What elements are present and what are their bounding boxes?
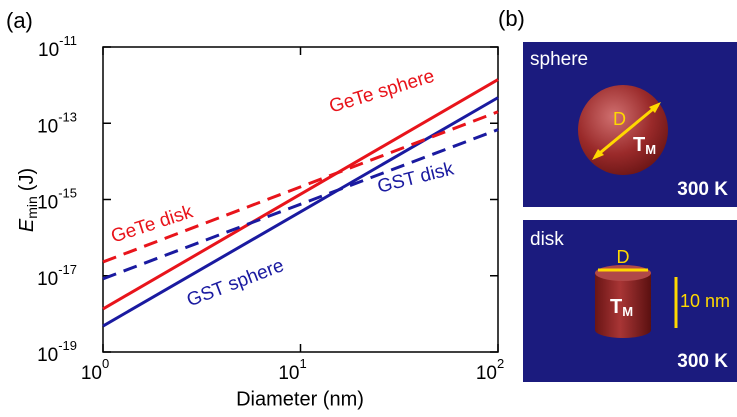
y-tick-base: 10 xyxy=(37,345,58,366)
y-tick-exponent: -19 xyxy=(58,338,77,353)
x-tick-exponent: 2 xyxy=(497,356,504,371)
x-tick-label: 101 xyxy=(278,356,306,384)
temp-sub: M xyxy=(622,304,633,319)
ambient-label: 300 K xyxy=(677,351,728,372)
arrow-head xyxy=(592,149,604,160)
x-axis-label: Diameter (nm) xyxy=(236,388,364,410)
y-axis-label: Emin (J) xyxy=(16,168,39,232)
y-tick-label: 10-19 xyxy=(37,338,77,366)
dimension-label: D xyxy=(613,109,626,129)
y-tick-exponent: -15 xyxy=(58,186,77,201)
x-tick-label: 102 xyxy=(476,356,504,384)
box-title: disk xyxy=(530,229,564,250)
series-label: GeTe disk xyxy=(109,201,196,247)
series-line xyxy=(102,110,499,264)
dimension-label: D xyxy=(617,247,630,267)
y-tick-exponent: -11 xyxy=(59,33,77,48)
y-tick-base: 10 xyxy=(37,269,58,290)
x-tick-exponent: 0 xyxy=(102,356,109,371)
x-tick-base: 10 xyxy=(278,363,299,384)
temp-label: TM xyxy=(610,296,633,319)
y-label-symbol: E xyxy=(16,218,38,232)
y-tick-base: 10 xyxy=(37,116,58,137)
x-tick-exponent: 1 xyxy=(299,356,306,371)
x-tick-label: 100 xyxy=(81,356,109,384)
temp-symbol: T xyxy=(610,296,622,318)
x-tick-base: 10 xyxy=(81,363,102,384)
panel-label: (b) xyxy=(498,6,525,31)
temp-symbol: T xyxy=(633,134,645,156)
x-tick-base: 10 xyxy=(476,363,497,384)
arrow-head xyxy=(649,102,661,113)
dimension-arrow xyxy=(594,103,659,159)
ambient-label: 300 K xyxy=(677,179,728,200)
y-tick-label: 10-15 xyxy=(37,186,77,214)
y-label-subscript: min xyxy=(24,196,40,219)
disk-top xyxy=(595,265,651,281)
plot-frame xyxy=(102,46,499,353)
panel-label: (a) xyxy=(6,8,33,33)
sphere-icon xyxy=(578,85,668,175)
series-label: GeTe sphere xyxy=(327,66,437,118)
disk-icon xyxy=(595,273,651,338)
y-tick-exponent: -17 xyxy=(58,262,77,277)
box-title: sphere xyxy=(530,49,588,70)
y-label-unit: (J) xyxy=(16,168,38,191)
height-label: 10 nm xyxy=(680,291,730,311)
y-tick-label: 10-11 xyxy=(38,33,77,61)
series-line xyxy=(102,128,499,281)
series-line xyxy=(102,78,499,311)
temp-sub: M xyxy=(645,142,656,157)
y-tick-base: 10 xyxy=(37,193,58,214)
series-label: GST disk xyxy=(375,158,456,197)
y-tick-label: 10-17 xyxy=(37,262,77,290)
y-tick-label: 10-13 xyxy=(37,110,77,138)
temp-label: TM xyxy=(633,134,656,157)
y-tick-base: 10 xyxy=(38,40,59,61)
series-label: GST sphere xyxy=(184,255,287,311)
y-tick-exponent: -13 xyxy=(58,110,77,125)
